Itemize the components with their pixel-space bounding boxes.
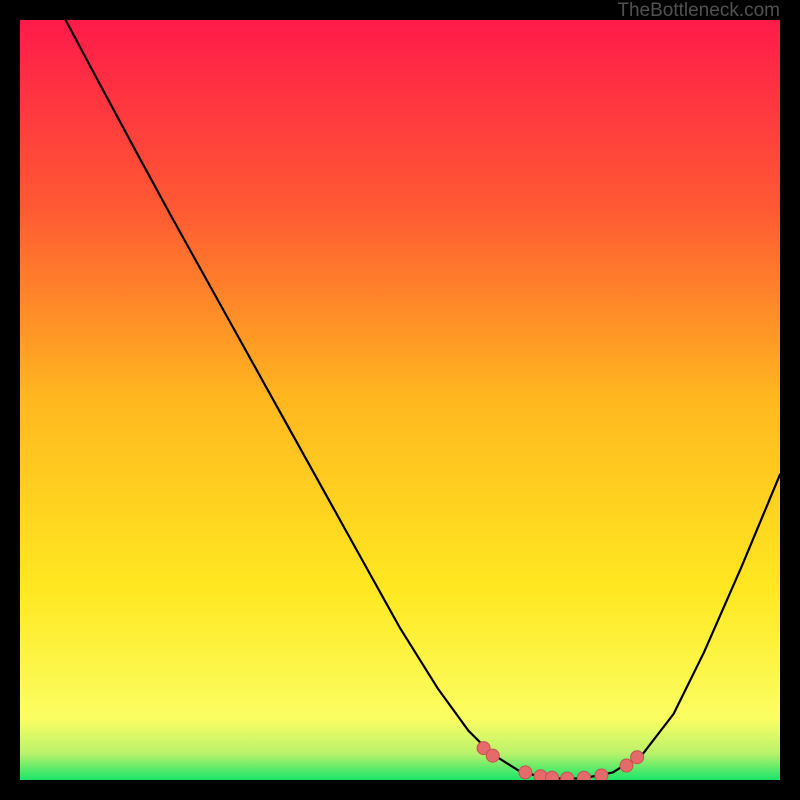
data-marker bbox=[546, 771, 559, 780]
bottleneck-curve bbox=[66, 20, 780, 778]
data-marker bbox=[519, 766, 532, 779]
data-marker bbox=[620, 759, 633, 772]
data-marker bbox=[561, 772, 574, 780]
data-marker bbox=[631, 751, 644, 764]
plot-area bbox=[20, 20, 780, 780]
data-marker bbox=[486, 749, 499, 762]
bottleneck-chart: TheBottleneck.com bbox=[0, 0, 800, 800]
data-marker bbox=[595, 769, 608, 780]
watermark-text: TheBottleneck.com bbox=[617, 0, 780, 22]
data-marker bbox=[577, 771, 590, 780]
curve-layer bbox=[20, 20, 780, 780]
